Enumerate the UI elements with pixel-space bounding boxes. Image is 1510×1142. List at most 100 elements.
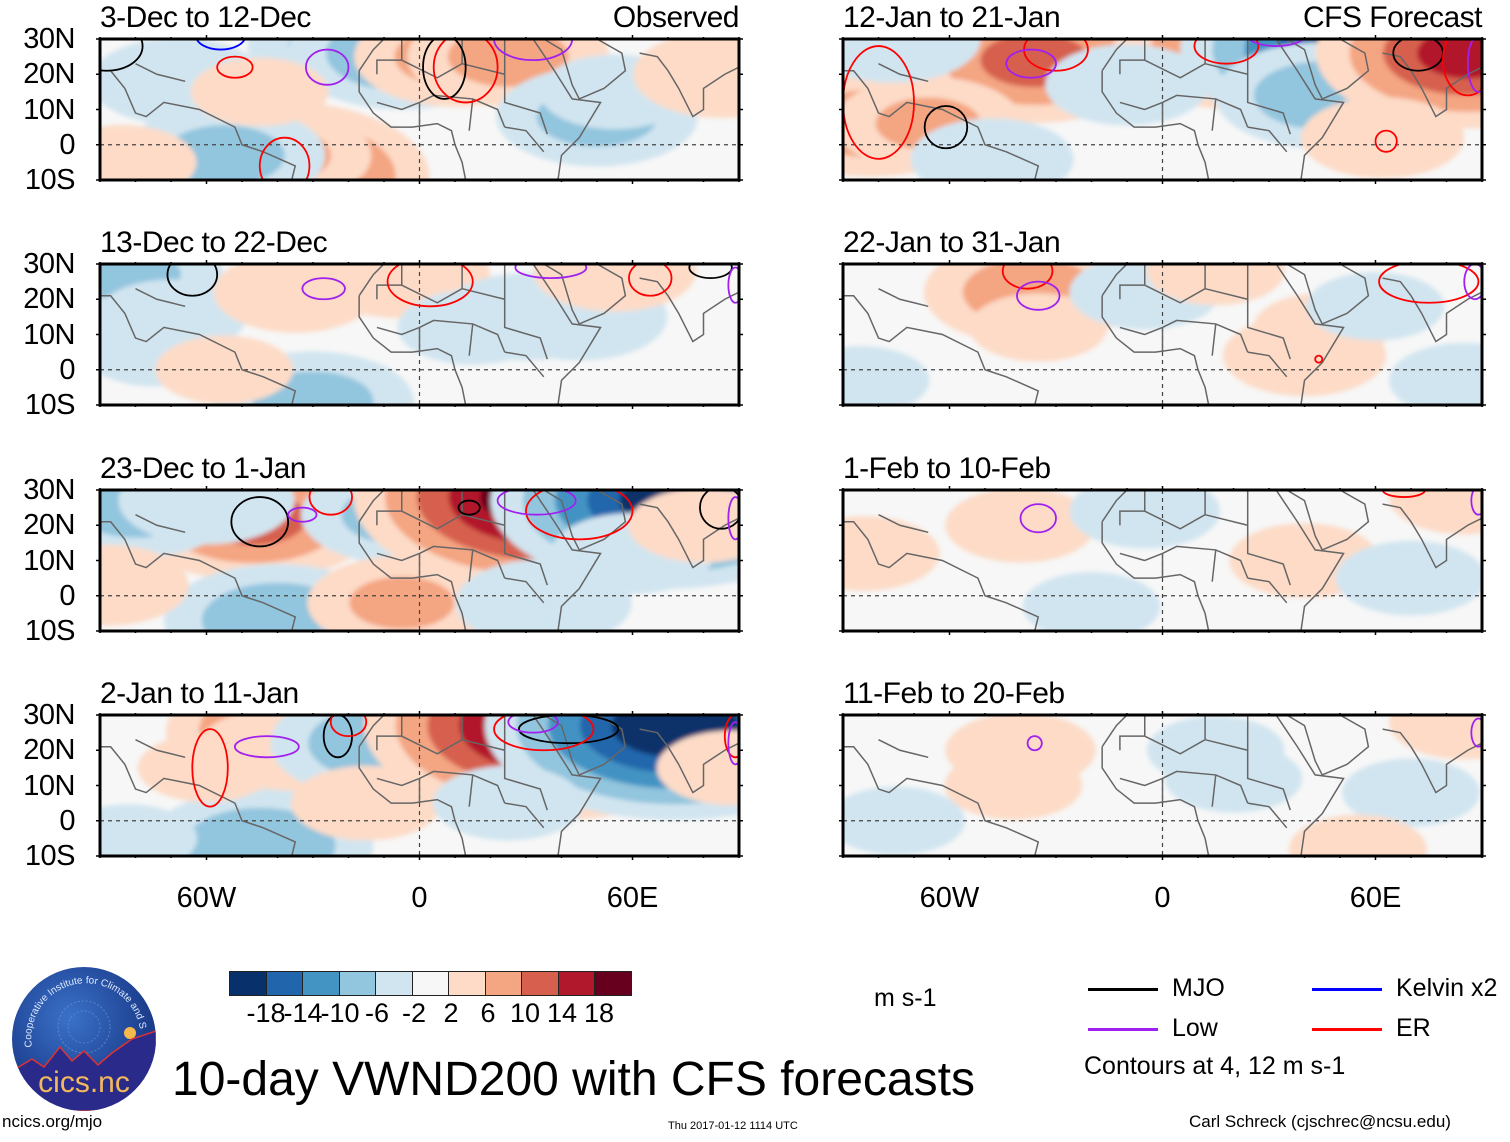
coastline bbox=[376, 552, 420, 562]
colorbar-swatch bbox=[558, 972, 595, 995]
lat-tick-label: 30N bbox=[23, 23, 75, 55]
coastline bbox=[504, 802, 545, 829]
coastline bbox=[503, 525, 549, 586]
coastline bbox=[135, 63, 186, 83]
contour-mjo bbox=[457, 499, 481, 516]
contour-mjo bbox=[166, 264, 219, 297]
coastline bbox=[639, 52, 739, 118]
anomaly-shading bbox=[1335, 540, 1482, 616]
anomaly-shading bbox=[1300, 97, 1465, 179]
colorbar-swatch bbox=[339, 972, 376, 995]
logo-graphic: Cooperative Institute for Climate and Sa… bbox=[12, 967, 156, 1111]
contour-low bbox=[727, 496, 739, 541]
contour-low bbox=[1463, 264, 1482, 301]
lon-tick-label: 0 bbox=[1154, 882, 1171, 914]
contour-er bbox=[493, 715, 595, 752]
lon-tick-label: 0 bbox=[411, 882, 428, 914]
contour-low bbox=[1019, 503, 1057, 534]
anomaly-shading bbox=[118, 490, 295, 545]
coastline bbox=[1246, 74, 1292, 135]
coastline bbox=[843, 69, 1040, 180]
coastline bbox=[1382, 277, 1482, 343]
coastline bbox=[401, 715, 463, 755]
anomaly-shading bbox=[137, 733, 276, 803]
coastline bbox=[1286, 264, 1370, 325]
coastline bbox=[1144, 490, 1206, 530]
credit-text: Carl Schreck (cjschrec@ncsu.edu) bbox=[1189, 1112, 1451, 1131]
anomaly-shading bbox=[656, 730, 739, 806]
colorbar-swatch bbox=[449, 972, 486, 995]
anomaly-shading bbox=[1288, 814, 1427, 856]
contour-er bbox=[1442, 39, 1482, 97]
anomaly-shading bbox=[843, 346, 930, 405]
contour-er bbox=[843, 45, 915, 160]
colorbar-swatch bbox=[266, 972, 303, 995]
contour-er bbox=[723, 715, 739, 759]
coastline bbox=[401, 264, 463, 304]
coastline bbox=[543, 264, 627, 325]
contour-er bbox=[525, 490, 634, 541]
lat-tick-label: 30N bbox=[23, 474, 75, 506]
anomaly-shading bbox=[155, 335, 294, 404]
coastline bbox=[100, 520, 297, 631]
coastline bbox=[878, 288, 929, 308]
contour-low bbox=[1016, 280, 1061, 311]
coastline bbox=[1246, 299, 1292, 360]
lat-tick-label: 10S bbox=[24, 840, 76, 872]
website-link[interactable]: ncics.org/mjo bbox=[2, 1112, 103, 1131]
contour-mjo bbox=[100, 39, 144, 72]
anomaly-shading bbox=[1045, 44, 1209, 126]
map-panel bbox=[96, 35, 743, 184]
contour-er bbox=[1378, 264, 1480, 304]
coastline bbox=[543, 39, 627, 100]
contour-mjo bbox=[422, 39, 467, 100]
colorbar bbox=[229, 971, 632, 996]
contour-low bbox=[727, 266, 739, 304]
anomaly-shading bbox=[447, 39, 569, 87]
lat-tick-label: 20N bbox=[23, 283, 75, 316]
contour-er bbox=[386, 264, 474, 308]
contour-mjo bbox=[518, 715, 620, 745]
coastline bbox=[1382, 728, 1482, 794]
contour-er bbox=[258, 136, 311, 180]
lat-tick-label: 30N bbox=[23, 248, 75, 280]
lat-tick-label: 10S bbox=[24, 389, 76, 421]
contour-low bbox=[496, 490, 577, 516]
coastline bbox=[1101, 521, 1210, 631]
map-panel bbox=[839, 486, 1486, 635]
coastline bbox=[1382, 52, 1482, 118]
colorbar-units: m s-1 bbox=[874, 984, 937, 1012]
sun-icon bbox=[124, 1027, 136, 1039]
anomaly-shading bbox=[100, 544, 189, 626]
coastline bbox=[1144, 39, 1206, 79]
colorbar-label: 6 bbox=[480, 998, 496, 1028]
panel-title: 2-Jan to 11-Jan bbox=[100, 677, 299, 710]
contour-low bbox=[301, 277, 346, 301]
contour-low bbox=[727, 721, 739, 766]
lat-tick-label: 10N bbox=[23, 318, 75, 351]
logo-text: cics.nc bbox=[38, 1066, 130, 1099]
colorbar-swatch bbox=[303, 972, 340, 995]
coastline bbox=[1275, 39, 1345, 180]
coastline bbox=[1162, 770, 1249, 804]
coastline bbox=[639, 277, 739, 343]
contour-low bbox=[287, 506, 318, 523]
coastline bbox=[1101, 264, 1128, 297]
lat-tick-label: 30N bbox=[23, 699, 75, 731]
coastline bbox=[1119, 490, 1146, 526]
coastline bbox=[1247, 351, 1288, 378]
contour-er bbox=[1381, 490, 1427, 498]
contour-er bbox=[308, 490, 353, 516]
coastline bbox=[1286, 39, 1370, 100]
lon-tick-label: 60E bbox=[1349, 882, 1402, 914]
anomaly-shading bbox=[184, 807, 336, 856]
coastline bbox=[1101, 39, 1128, 72]
coastline bbox=[843, 520, 1040, 631]
coastline bbox=[468, 323, 474, 356]
colorbar-swatch bbox=[376, 972, 413, 995]
coastline bbox=[1119, 326, 1163, 336]
anomaly-shading bbox=[1417, 39, 1482, 79]
lat-tick-label: 10S bbox=[24, 164, 76, 196]
coastline bbox=[358, 715, 385, 748]
coastline bbox=[1144, 715, 1206, 755]
